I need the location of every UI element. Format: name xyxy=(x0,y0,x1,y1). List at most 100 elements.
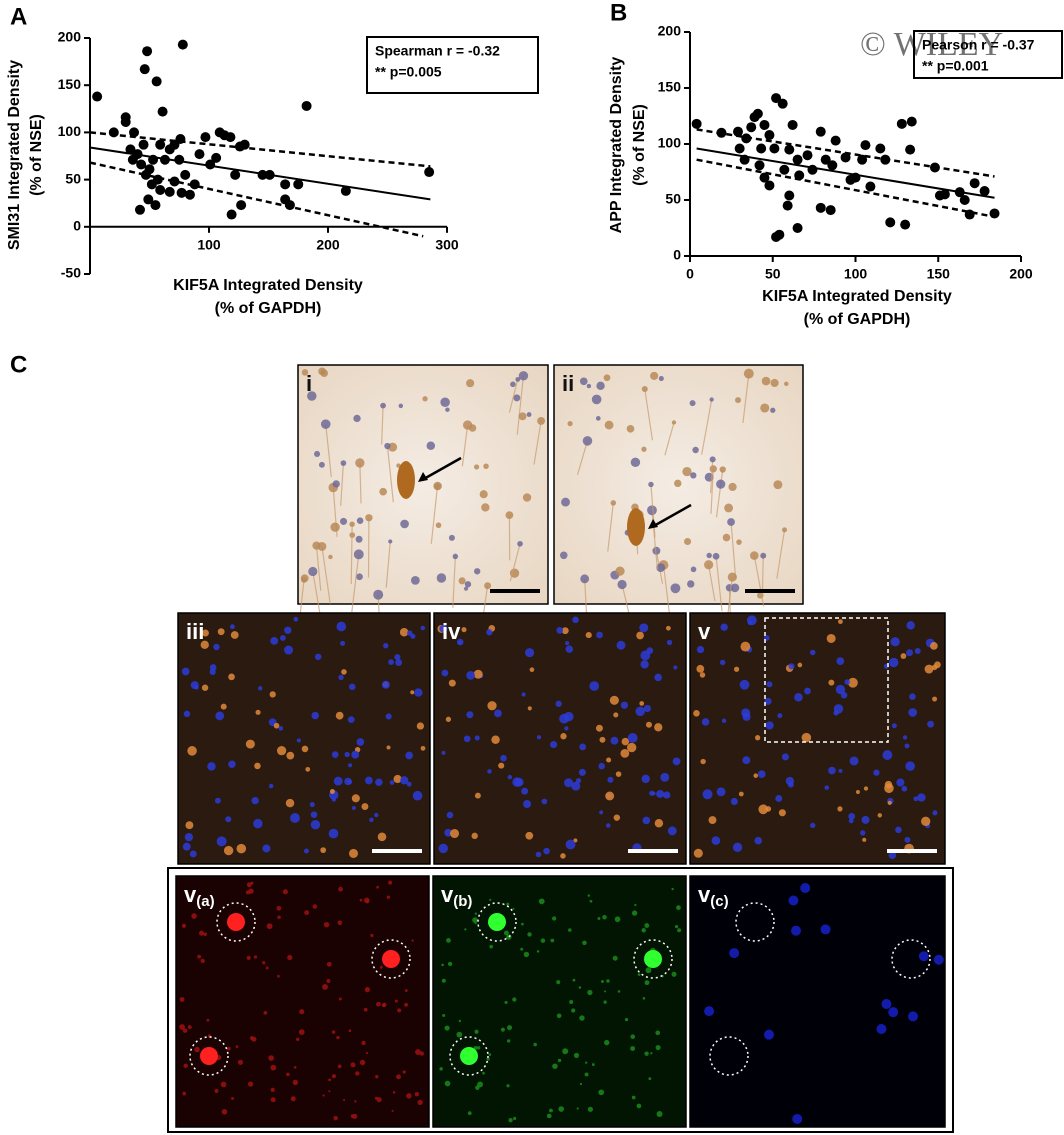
cell xyxy=(665,625,671,631)
cell xyxy=(763,1029,774,1040)
regression-line xyxy=(89,146,431,201)
cell xyxy=(556,626,564,634)
cell xyxy=(361,1040,366,1046)
y-tick-label: 200 xyxy=(58,29,82,45)
cell xyxy=(307,391,317,401)
point xyxy=(92,91,103,102)
cell xyxy=(284,645,294,655)
image-label: v(a) xyxy=(184,882,215,910)
cell xyxy=(447,961,453,967)
cell xyxy=(735,397,742,404)
cell xyxy=(293,1066,297,1069)
cell xyxy=(764,697,772,705)
cell xyxy=(538,898,545,905)
cell xyxy=(637,973,641,977)
cell xyxy=(522,493,532,502)
cell xyxy=(404,1002,409,1007)
cell xyxy=(458,1019,462,1023)
cell xyxy=(607,776,614,783)
cell xyxy=(648,481,654,488)
cell xyxy=(491,735,500,744)
arrow xyxy=(421,456,462,482)
cell xyxy=(328,1078,332,1082)
fiber xyxy=(508,379,519,413)
panel-label: C xyxy=(10,351,27,378)
cell xyxy=(529,667,535,672)
cell xyxy=(506,902,510,906)
cell xyxy=(262,961,266,965)
cell xyxy=(220,703,227,710)
cell xyxy=(396,1074,401,1080)
cell xyxy=(488,1053,492,1056)
cell xyxy=(794,692,803,702)
cell xyxy=(181,667,190,676)
cell xyxy=(656,563,666,573)
fiber xyxy=(715,469,724,518)
cell xyxy=(800,882,811,893)
cell xyxy=(328,1090,331,1093)
cell xyxy=(373,589,384,600)
cell xyxy=(474,792,481,799)
cell xyxy=(279,635,286,641)
y-tick-label: -50 xyxy=(61,265,81,281)
point xyxy=(779,164,790,175)
cell xyxy=(709,456,716,463)
fiber xyxy=(576,440,589,475)
cell xyxy=(518,371,529,381)
cell xyxy=(645,967,652,974)
cell xyxy=(482,1071,485,1075)
cell xyxy=(881,999,892,1010)
cell xyxy=(338,674,344,681)
micrograph: v xyxy=(689,612,946,865)
fiber xyxy=(662,564,671,615)
cell xyxy=(591,394,602,405)
cell xyxy=(610,736,619,745)
cell xyxy=(344,777,352,786)
cell xyxy=(565,641,570,646)
cell xyxy=(847,677,858,688)
stat-text: Pearson r = -0.37 xyxy=(922,37,1035,53)
point xyxy=(905,144,916,155)
panel-label: B xyxy=(610,0,627,26)
cell xyxy=(927,720,935,728)
cell xyxy=(383,642,389,649)
cell xyxy=(414,1091,420,1097)
cell xyxy=(580,574,590,584)
roi-circle xyxy=(735,902,775,942)
y-tick-label: 0 xyxy=(73,218,81,234)
cell xyxy=(266,923,273,930)
cell xyxy=(503,930,509,936)
cell xyxy=(558,1106,565,1112)
fiber xyxy=(516,375,525,435)
cell xyxy=(229,624,235,630)
fiber xyxy=(359,462,362,504)
cell xyxy=(693,710,700,717)
cell xyxy=(247,1081,254,1087)
cell xyxy=(716,479,726,489)
cell xyxy=(901,785,908,792)
cell xyxy=(701,718,710,726)
point xyxy=(732,126,743,137)
cell xyxy=(654,819,664,828)
scale-bar xyxy=(887,849,937,853)
cell xyxy=(336,1035,340,1040)
cell xyxy=(223,845,234,856)
cell xyxy=(876,1024,887,1035)
cell xyxy=(526,412,532,417)
cell xyxy=(861,815,870,824)
cell xyxy=(773,480,783,490)
cell xyxy=(463,586,469,591)
roi-circle xyxy=(633,939,673,979)
cell xyxy=(671,420,677,425)
cell xyxy=(908,1011,919,1022)
cell xyxy=(630,1034,636,1040)
cell xyxy=(835,684,846,695)
point xyxy=(734,143,745,154)
cell xyxy=(184,832,194,842)
cell xyxy=(775,795,783,802)
cell xyxy=(770,378,779,388)
fiber xyxy=(607,502,614,552)
cell xyxy=(792,1113,803,1124)
cell xyxy=(584,1072,589,1077)
image-label-main: v xyxy=(698,882,711,907)
